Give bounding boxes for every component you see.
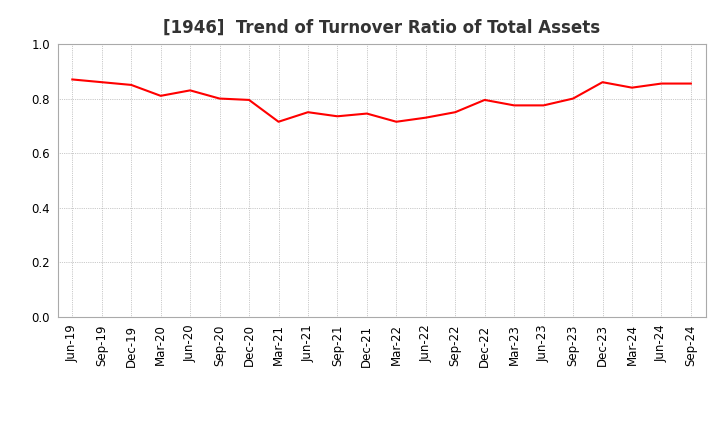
Title: [1946]  Trend of Turnover Ratio of Total Assets: [1946] Trend of Turnover Ratio of Total … (163, 19, 600, 37)
